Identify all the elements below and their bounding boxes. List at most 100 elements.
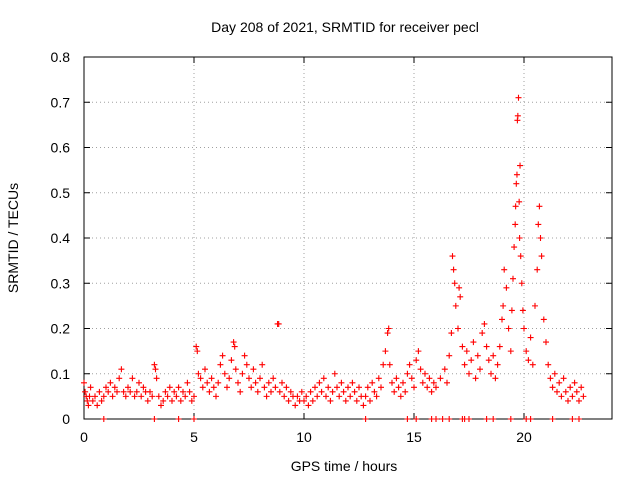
data-point [485,357,492,364]
data-point [540,316,547,323]
data-point [496,343,503,350]
data-point [98,397,105,404]
data-point [505,325,512,332]
data-point [468,357,475,364]
y-tick-label: 0.6 [51,140,71,156]
data-point [175,416,182,422]
data-point [452,302,459,309]
data-point [511,244,518,251]
data-point [219,352,226,359]
data-point [268,388,274,395]
y-tick-label: 0.2 [51,321,71,337]
data-point [529,361,536,368]
data-point [362,393,369,400]
data-point [239,370,246,377]
data-point [510,275,516,282]
data-point [133,388,140,395]
data-point [551,370,558,377]
data-point [490,352,497,359]
data-point [116,375,123,382]
data-point [237,388,244,395]
data-point [215,379,222,386]
data-point [213,393,219,400]
data-point [413,357,420,364]
data-point [532,302,538,309]
data-point [166,384,173,391]
data-point [305,402,312,409]
data-point [519,307,526,314]
grid-lines [84,57,612,419]
data-point [160,397,167,404]
data-point [147,388,153,395]
data-point [371,388,378,395]
data-point [235,379,241,386]
y-tick-label: 0.5 [51,185,71,201]
data-point [265,379,272,386]
data-point [422,370,428,377]
data-point [334,384,340,391]
data-point [342,397,349,404]
x-tick-label: 0 [80,429,88,445]
data-point [457,293,464,300]
data-point [415,348,422,355]
y-tick-label: 0 [62,411,70,427]
data-point [472,375,479,382]
data-point [470,339,477,346]
data-point [303,393,310,400]
data-point [386,361,393,368]
data-point [318,388,325,395]
data-point [81,379,87,386]
data-point [320,375,327,382]
data-point [120,388,127,395]
data-point [463,348,470,355]
data-point [375,375,382,382]
data-point [501,266,508,273]
data-point [483,416,490,422]
data-point [96,388,103,395]
data-point [162,388,169,395]
data-point [263,393,270,400]
data-point [373,393,380,400]
data-point [301,397,307,404]
data-point [400,379,406,386]
data-point [426,375,433,382]
data-point [569,393,576,400]
data-point [195,370,202,377]
data-point [191,416,197,422]
data-point [173,393,180,400]
data-point [136,379,142,386]
data-point [111,384,118,391]
data-point [92,393,98,400]
data-point [125,384,131,391]
data-point [193,343,200,350]
data-point [545,361,552,368]
data-point [338,379,345,386]
data-point [474,352,481,359]
data-point [499,316,505,323]
data-point [393,375,400,382]
data-point [508,307,515,314]
y-tick-label: 0.7 [51,94,71,110]
data-point [349,379,356,386]
data-point [100,393,107,400]
data-point [362,416,369,422]
data-point [309,397,316,404]
data-point [347,393,354,400]
data-point [224,384,230,391]
data-point [118,366,125,373]
data-point [402,388,409,395]
data-point [397,393,404,400]
data-point [175,384,182,391]
y-tick-label: 0.4 [51,230,71,246]
data-point [261,384,268,391]
data-point [336,393,343,400]
data-point [186,388,193,395]
data-point [413,416,420,422]
data-point [353,397,360,404]
data-point [537,235,544,241]
data-point [444,379,450,386]
data-point [488,370,494,377]
data-point [461,361,468,368]
data-point [569,416,576,422]
data-point [433,384,439,391]
